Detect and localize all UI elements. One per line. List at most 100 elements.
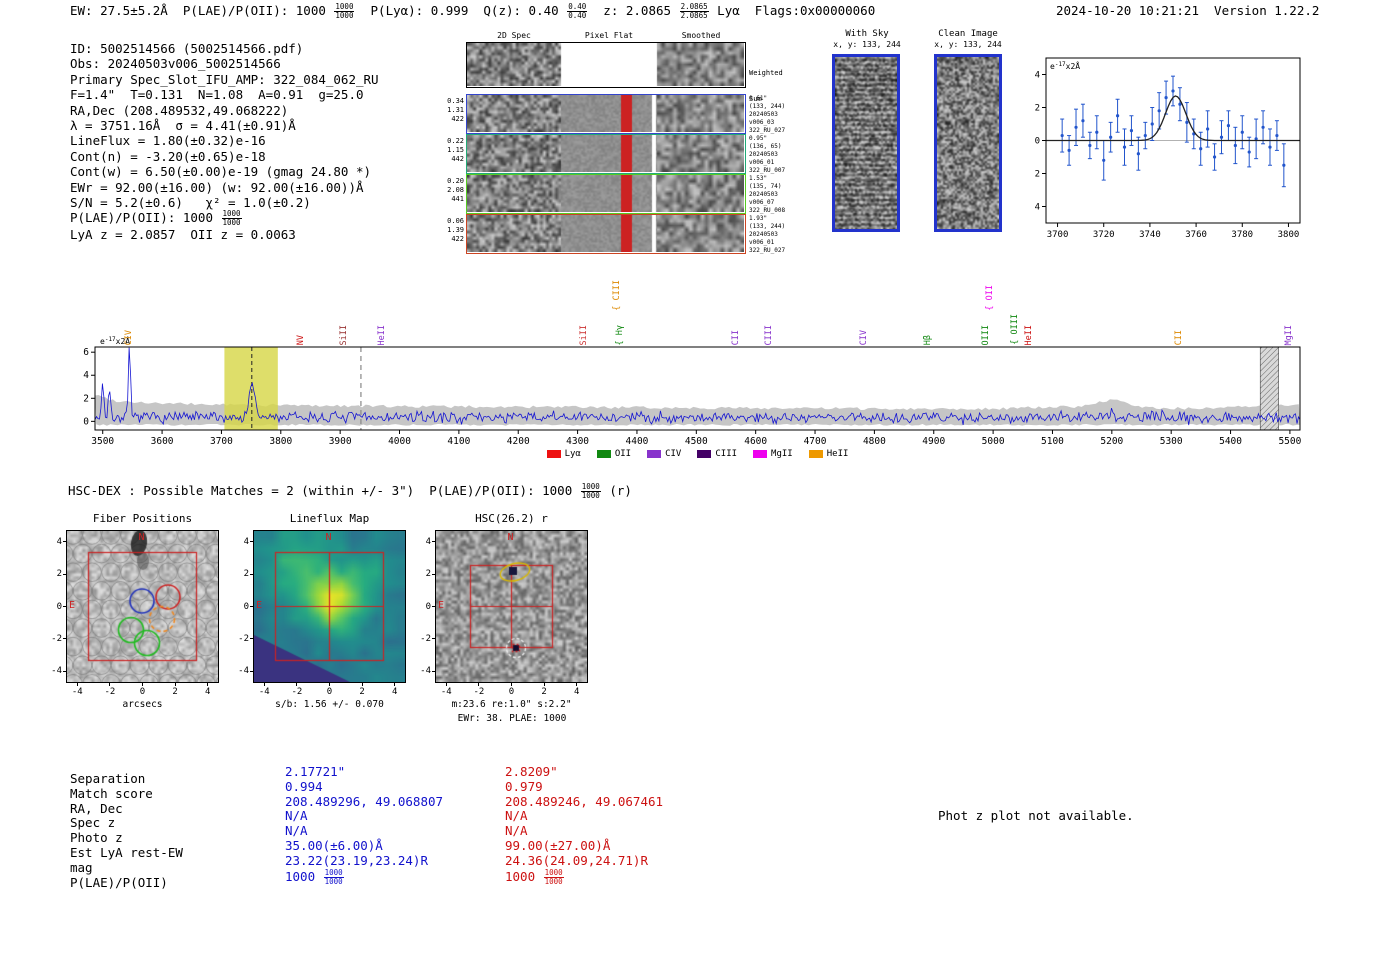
stacked-fraction: 1000 1000: [334, 2, 355, 20]
fiber-positions-xlabel: arcsecs: [122, 699, 163, 710]
y-tick-label: -2: [1033, 170, 1040, 180]
y-tick: [432, 541, 435, 543]
legend-item: CIV: [647, 449, 681, 459]
table-value: N/A: [285, 808, 443, 824]
fraction-bottom: 1000: [222, 218, 241, 228]
legend-swatch: [697, 450, 712, 458]
x-tick-label: 3780: [1231, 230, 1253, 240]
line-fit-zoom-panel: 3700 3720 3740 3760 3780 3800 -4 -2 0 2 4 e-17x2Å: [1029, 48, 1325, 252]
data-point: [1143, 133, 1147, 138]
data-point: [1150, 122, 1154, 126]
info-line: LyA z = 2.0857 OII z = 0.0063: [70, 227, 379, 242]
y-tick: [250, 670, 253, 672]
detection-info-block: ID: 5002514566 (5002514566.pdf) Obs: 2024…: [70, 41, 379, 243]
emission-line-label: { OII: [984, 285, 995, 311]
data-point: [1074, 125, 1078, 129]
y-tick: [63, 573, 66, 575]
data-point: [1102, 158, 1106, 162]
x-tick-label: 4100: [447, 436, 470, 447]
text-run: 0.994: [285, 778, 323, 794]
with-sky-image-frame: [832, 54, 900, 232]
fraction-top: 1000: [221, 209, 242, 220]
table-row-label: Photo z: [70, 830, 123, 846]
spec2d-header-smoothed: Smoothed: [681, 31, 721, 40]
x-tick-label: 3740: [1139, 230, 1161, 240]
lineflux-map-title: Lineflux Map: [289, 512, 370, 525]
spec2d-row-image: [467, 43, 744, 86]
hsc-r-cutout: HSC(26.2) r N E m:23.6 re:1.0" s:2.2" EW…: [420, 512, 603, 727]
stacked-fraction: 1000 1000: [221, 209, 242, 228]
plot-frame: [94, 346, 1301, 431]
legend-item: CIII: [697, 449, 737, 459]
spec2d-row-scale-label: 0.20: [447, 177, 464, 185]
gaussian-fit-line: [1046, 95, 1300, 142]
x-tick: [76, 683, 78, 686]
with-sky-coords: x, y: 133, 244: [833, 40, 901, 49]
text-run: Cont(w) = 6.50(±0.00)e-19 (gmag 24.80 *): [70, 164, 372, 180]
y-tick: [250, 606, 253, 607]
y-tick-label: 2: [83, 393, 89, 404]
x-tick-label: 4200: [507, 436, 530, 447]
x-tick-label: 4: [573, 687, 580, 697]
legend-label: MgII: [771, 449, 793, 459]
text-run: λ = 3751.16Å σ = 4.41(±0.91)Å: [70, 118, 296, 134]
info-line: Primary Spec_Slot_IFU_AMP: 322_084_062_R…: [70, 72, 379, 87]
spec2d-row-image: [467, 95, 744, 132]
y-tick-label: 0: [1035, 137, 1040, 147]
fraction-top: 1000: [334, 2, 355, 12]
legend-item: HeII: [808, 449, 848, 459]
legend-label: OII: [614, 449, 632, 459]
data-point: [1233, 143, 1237, 148]
x-tick: [109, 683, 111, 686]
text-run: N/A: [505, 823, 528, 839]
text-run: 208.489246, 49.067461: [505, 793, 664, 809]
fiber-positions-image: [67, 531, 218, 682]
table-value: 2.17721": [285, 764, 443, 780]
data-point: [1178, 102, 1182, 106]
table-row-label: Match score: [70, 785, 153, 801]
data-point: [1247, 150, 1251, 154]
x-tick-label: 3800: [269, 436, 292, 447]
clean-image-coords: x, y: 133, 244: [934, 40, 1002, 49]
text-run: 35.00(±6.00)Å: [285, 837, 383, 853]
x-tick-label: -4: [440, 687, 452, 697]
lineflux-map-xlabel: s/b: 1.56 +/- 0.070: [275, 699, 384, 710]
text-run: ID: 5002514566 (5002514566.pdf): [70, 41, 304, 56]
x-tick-label: 5200: [1100, 436, 1123, 447]
text-run: 1000: [505, 868, 543, 884]
x-tick-label: 4: [391, 687, 398, 697]
lineflux-map-image: [254, 531, 405, 682]
fraction-top: 1000: [580, 482, 601, 492]
x-tick-label: 3760: [1185, 230, 1207, 240]
y-tick-label: -2: [420, 633, 431, 644]
fraction-bottom: 1000: [544, 876, 563, 886]
spec2d-row-info-label: 0.61": [749, 95, 768, 102]
header-text: Lyα Flags:0x00000060: [709, 3, 876, 18]
table-row-label: Separation: [70, 771, 146, 786]
spec2d-row: [466, 42, 746, 88]
data-point: [1081, 119, 1085, 123]
table-value: 0.979: [505, 779, 663, 795]
x-tick-label: -2: [291, 687, 303, 697]
stacked-fraction: 1000 1000: [580, 482, 601, 500]
full-spectrum-chart: 3500 3600 3700 3800 3900 4000 4100 4200 4300 4400…: [83, 335, 1301, 447]
table-value: 24.36(24.09,24.71)R: [505, 853, 663, 869]
legend-swatch: [753, 450, 768, 458]
data-point: [1282, 163, 1286, 167]
legend-item: OII: [596, 449, 632, 459]
line-fit-zoom-chart: 3700 3720 3740 3760 3780 3800 -4 -2 0 2 4 e-17x2Å: [1029, 57, 1301, 240]
spectrum-legend: Lyα OII CIV CIII MgII HeII: [80, 449, 1315, 459]
x-tick: [296, 683, 298, 686]
header-text: EW: 27.5±5.2Å P(LAE)/P(OII): 1000: [70, 3, 334, 18]
data-point: [1171, 89, 1175, 93]
y-tick: [250, 638, 253, 640]
fraction-bottom: 2.0865: [680, 11, 708, 20]
data-point: [1185, 120, 1189, 124]
x-tick: [207, 683, 209, 686]
spec2d-row: [466, 134, 746, 174]
table-value: 2.8209": [505, 764, 663, 780]
spec2d-row: [466, 174, 746, 214]
data-point: [1060, 133, 1064, 138]
y-tick: [63, 541, 66, 543]
